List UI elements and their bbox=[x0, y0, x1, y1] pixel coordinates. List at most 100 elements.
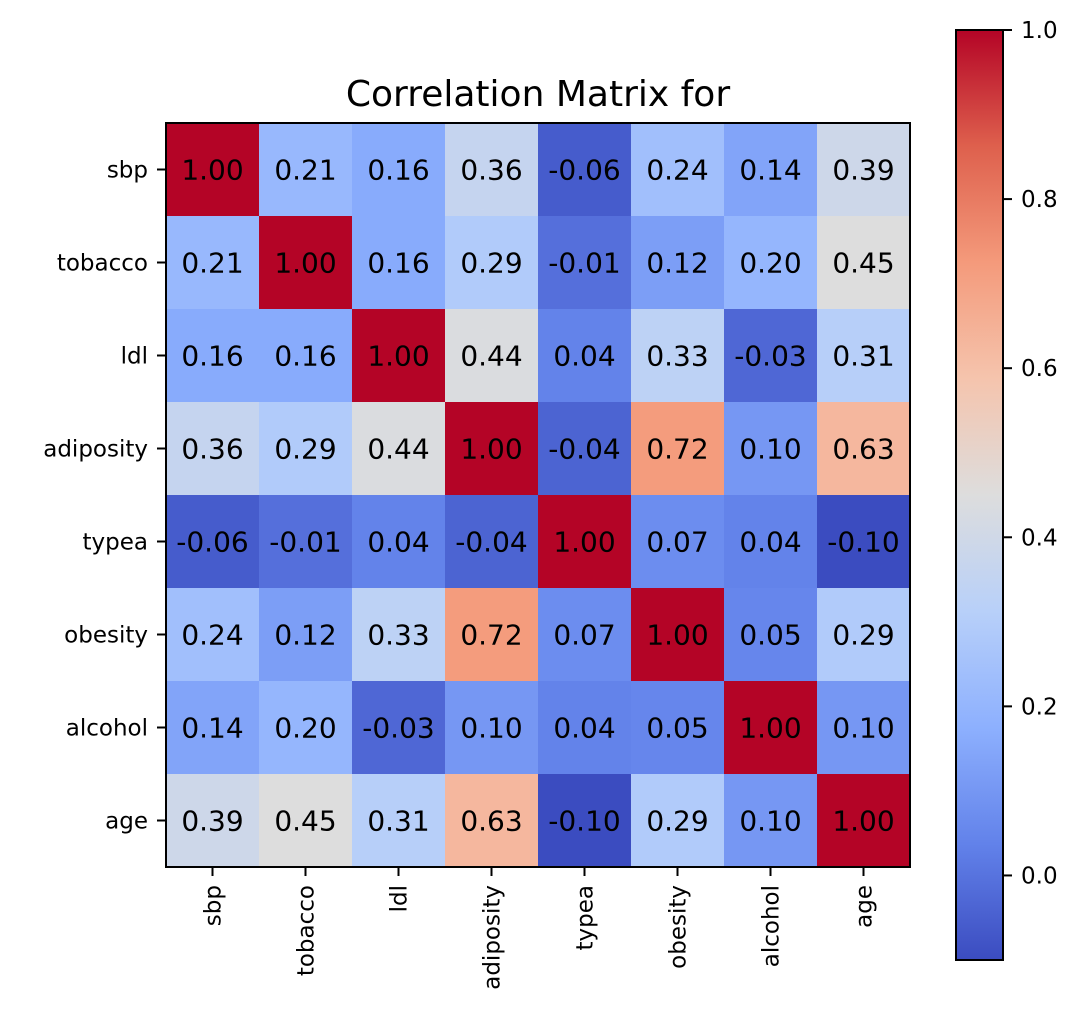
heatmap-cell bbox=[631, 495, 725, 589]
heatmap-cell bbox=[259, 309, 353, 403]
heatmap-cell bbox=[352, 681, 446, 775]
cell-value-label: 0.14 bbox=[181, 712, 243, 745]
cell-value-label: 0.16 bbox=[181, 340, 243, 373]
heatmap-cell bbox=[724, 495, 818, 589]
x-axis: sbp tobacco ldl adiposity typea obesity alcoho… bbox=[201, 867, 878, 990]
cell-value-label: -0.01 bbox=[269, 526, 341, 559]
heatmap-cell bbox=[445, 402, 539, 496]
cell-value-label: 0.16 bbox=[367, 247, 429, 280]
y-tick-label: adiposity bbox=[43, 437, 148, 463]
cell-value-label: 1.00 bbox=[274, 247, 336, 280]
heatmap-cell bbox=[166, 774, 260, 868]
cell-value-label: 0.20 bbox=[274, 712, 336, 745]
cell-value-label: 0.36 bbox=[181, 433, 243, 466]
cell-value-label: -0.04 bbox=[455, 526, 527, 559]
cell-value-label: 0.31 bbox=[832, 340, 894, 373]
heatmap-cell bbox=[538, 309, 632, 403]
cell-value-label: -0.10 bbox=[827, 526, 899, 559]
colorbar-tick-label: 0.0 bbox=[1021, 863, 1058, 889]
heatmap-cell bbox=[724, 123, 818, 217]
cell-value-label: -0.04 bbox=[548, 433, 620, 466]
cell-value-label: 1.00 bbox=[739, 712, 801, 745]
y-tick-label: age bbox=[105, 809, 148, 835]
heatmap-cell bbox=[352, 309, 446, 403]
heatmap-cell bbox=[817, 309, 911, 403]
cell-value-label: 0.07 bbox=[553, 619, 615, 652]
cell-value-label: -0.10 bbox=[548, 805, 620, 838]
heatmap-cell bbox=[724, 309, 818, 403]
cell-value-label: -0.06 bbox=[176, 526, 248, 559]
heatmap-cell bbox=[631, 216, 725, 310]
cell-value-label: 1.00 bbox=[181, 154, 243, 187]
cell-value-label: 0.29 bbox=[460, 247, 522, 280]
cell-value-label: 0.36 bbox=[460, 154, 522, 187]
heatmap-cell bbox=[166, 495, 260, 589]
y-tick-label: sbp bbox=[107, 158, 148, 184]
heatmap-cell bbox=[631, 774, 725, 868]
x-tick-label: sbp bbox=[201, 885, 227, 926]
cell-value-label: 0.07 bbox=[646, 526, 708, 559]
heatmap-cell bbox=[817, 216, 911, 310]
heatmap-cell bbox=[631, 123, 725, 217]
cell-value-label: 0.33 bbox=[646, 340, 708, 373]
cell-value-label: -0.01 bbox=[548, 247, 620, 280]
heatmap-cell bbox=[166, 402, 260, 496]
heatmap-cell bbox=[538, 774, 632, 868]
cell-value-label: 0.31 bbox=[367, 805, 429, 838]
heatmap-cell bbox=[445, 123, 539, 217]
y-tick-label: alcohol bbox=[66, 716, 148, 742]
cell-value-label: 0.10 bbox=[460, 712, 522, 745]
cell-value-label: 0.39 bbox=[832, 154, 894, 187]
heatmap-cell bbox=[259, 123, 353, 217]
cell-value-label: 0.45 bbox=[832, 247, 894, 280]
heatmap-cell bbox=[166, 216, 260, 310]
chart-title: Correlation Matrix for bbox=[346, 74, 730, 115]
heatmap-cell bbox=[538, 402, 632, 496]
cell-value-label: 0.44 bbox=[367, 433, 429, 466]
y-axis: sbp tobacco ldl adiposity typea obesity alcoho… bbox=[43, 158, 166, 835]
heatmap-cell bbox=[538, 681, 632, 775]
cell-value-label: 0.72 bbox=[460, 619, 522, 652]
heatmap-cell bbox=[445, 216, 539, 310]
heatmap-cell bbox=[538, 216, 632, 310]
colorbar-tick-label: 0.2 bbox=[1021, 694, 1058, 720]
heatmap-cell bbox=[259, 216, 353, 310]
cell-value-label: 1.00 bbox=[646, 619, 708, 652]
heatmap-cell bbox=[352, 774, 446, 868]
plot-frame bbox=[165, 122, 911, 868]
heatmap-cell-labels: 1.00 0.21 0.16 0.36 -0.06 0.24 0.14 0.39 0.21 1.0… bbox=[176, 154, 899, 838]
heatmap-cell bbox=[724, 774, 818, 868]
heatmap-cell bbox=[538, 495, 632, 589]
heatmap-cell bbox=[166, 309, 260, 403]
x-tick-label: typea bbox=[573, 885, 599, 950]
cell-value-label: 0.16 bbox=[274, 340, 336, 373]
cell-value-label: 1.00 bbox=[367, 340, 429, 373]
cell-value-label: 0.45 bbox=[274, 805, 336, 838]
colorbar-tick-label: 0.6 bbox=[1021, 356, 1058, 382]
cell-value-label: 0.24 bbox=[646, 154, 708, 187]
cell-value-label: 0.05 bbox=[646, 712, 708, 745]
cell-value-label: 0.14 bbox=[739, 154, 801, 187]
heatmap-cell bbox=[445, 774, 539, 868]
cell-value-label: 0.10 bbox=[739, 433, 801, 466]
cell-value-label: 0.63 bbox=[832, 433, 894, 466]
cell-value-label: 0.20 bbox=[739, 247, 801, 280]
heatmap-cell bbox=[631, 588, 725, 682]
x-tick-label: tobacco bbox=[294, 885, 320, 976]
heatmap-cell bbox=[724, 216, 818, 310]
cell-value-label: 0.04 bbox=[367, 526, 429, 559]
heatmap-cell bbox=[352, 495, 446, 589]
cell-value-label: 0.24 bbox=[181, 619, 243, 652]
heatmap-cell bbox=[538, 588, 632, 682]
heatmap-cell bbox=[166, 588, 260, 682]
heatmap-cell bbox=[631, 402, 725, 496]
cell-value-label: 0.12 bbox=[646, 247, 708, 280]
heatmap-cell bbox=[445, 309, 539, 403]
cell-value-label: 1.00 bbox=[460, 433, 522, 466]
heatmap-cell bbox=[817, 588, 911, 682]
heatmap-cell bbox=[259, 774, 353, 868]
colorbar-ticks: 0.0 0.2 0.4 0.6 0.8 1.0 bbox=[1003, 18, 1058, 889]
cell-value-label: 0.63 bbox=[460, 805, 522, 838]
cell-value-label: 0.21 bbox=[181, 247, 243, 280]
cell-value-label: 1.00 bbox=[553, 526, 615, 559]
